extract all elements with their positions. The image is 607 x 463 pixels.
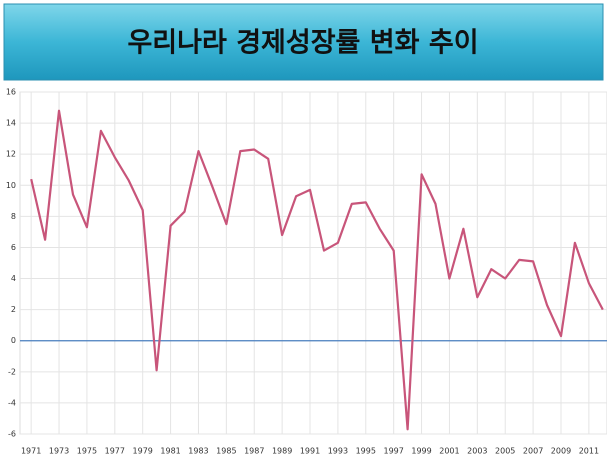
x-tick-label: 1985 (216, 447, 236, 456)
x-tick-label: 1977 (105, 447, 125, 456)
x-tick-label: 1991 (300, 447, 320, 456)
x-tick-label: 1979 (133, 447, 153, 456)
x-tick-label: 1989 (272, 447, 292, 456)
x-tick-label: 1993 (328, 447, 348, 456)
y-tick-label: 4 (11, 274, 16, 283)
plot-area (19, 91, 607, 435)
y-tick-label: 12 (6, 150, 16, 159)
x-tick-label: 2005 (495, 447, 515, 456)
x-tick-label: 1981 (160, 447, 180, 456)
data-line (30, 109, 604, 431)
y-tick-label: -4 (8, 398, 16, 407)
y-tick-label: 0 (11, 336, 16, 345)
y-tick-label: 10 (6, 181, 16, 190)
x-tick-label: 1995 (356, 447, 376, 456)
x-tick-label: 1987 (244, 447, 264, 456)
x-tick-label: 1983 (188, 447, 208, 456)
x-tick-label: 2009 (551, 447, 571, 456)
x-tick-label: 1975 (77, 447, 97, 456)
x-tick-label: 1973 (49, 447, 69, 456)
x-tick-label: 1999 (411, 447, 431, 456)
y-tick-label: 8 (11, 212, 16, 221)
x-tick-label: 1971 (21, 447, 41, 456)
y-tick-label: 16 (6, 88, 16, 97)
x-tick-label: 2001 (439, 447, 459, 456)
chart-title: 우리나라 경제성장률 변화 추이 (127, 28, 478, 59)
x-tick-label: 2007 (523, 447, 543, 456)
x-tick-label: 2003 (467, 447, 487, 456)
x-tick-label: 2011 (579, 447, 599, 456)
title-banner (3, 3, 604, 81)
y-tick-label: 14 (6, 119, 16, 128)
y-tick-label: -6 (8, 430, 16, 439)
y-tick-label: 2 (11, 305, 16, 314)
y-tick-label: 6 (11, 243, 16, 252)
x-tick-label: 1997 (383, 447, 403, 456)
y-tick-label: -2 (8, 367, 16, 376)
